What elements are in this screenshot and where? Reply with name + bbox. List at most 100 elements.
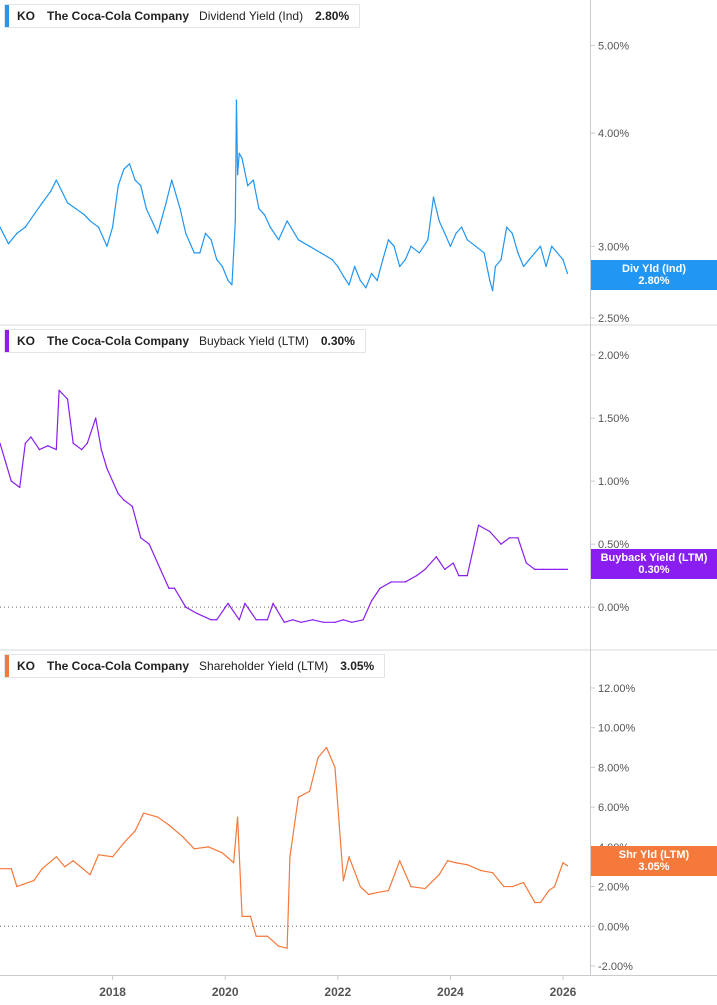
data-point	[286, 220, 288, 222]
series-line-segment	[5, 461, 12, 482]
series-line-segment	[10, 868, 18, 888]
series-line-segment	[182, 836, 195, 850]
data-point	[47, 445, 49, 447]
data-point	[140, 537, 142, 539]
series-line-segment	[477, 524, 491, 533]
series-line-segment	[233, 816, 239, 864]
series-line-segment	[111, 185, 119, 228]
series-line-segment	[286, 856, 291, 949]
data-point	[234, 220, 236, 222]
series-line-segment	[221, 852, 235, 864]
data-point	[416, 575, 418, 577]
series-line-segment	[300, 619, 314, 623]
series-line-segment	[427, 196, 435, 241]
data-point	[157, 816, 159, 818]
series-line-segment	[199, 232, 207, 254]
data-point	[41, 868, 43, 870]
data-point	[255, 935, 257, 937]
series-line-segment	[370, 272, 378, 282]
data-point	[95, 417, 97, 419]
series-line-segment	[235, 99, 239, 176]
data-point	[111, 226, 114, 228]
legend-shareholder-yield: KO The Coca-Cola Company Shareholder Yie…	[4, 654, 386, 678]
data-point	[247, 185, 249, 187]
series-line-segment	[89, 220, 100, 228]
data-point	[534, 252, 536, 254]
data-point	[492, 290, 494, 292]
series-line-segment	[548, 885, 556, 892]
series-line-segment	[334, 766, 345, 882]
series-line-segment	[534, 245, 542, 254]
y-tick-label: 0.00%	[598, 921, 629, 933]
series-line-segment	[556, 252, 564, 261]
series-line-segment	[424, 874, 440, 890]
data-point	[370, 272, 373, 275]
series-line-segment	[193, 846, 209, 850]
series-line-segment	[83, 214, 91, 222]
legend-company: The Coca-Cola Company	[47, 659, 190, 673]
data-point	[241, 915, 243, 917]
series-line-segment	[210, 239, 218, 261]
data-point	[100, 448, 102, 451]
data-point	[10, 480, 12, 482]
x-tick-label: 2020	[212, 985, 239, 999]
series-line-segment	[0, 226, 10, 245]
series-line-segment	[438, 860, 449, 876]
series-line-segment	[461, 226, 468, 241]
series-line-segment	[168, 824, 184, 838]
series-line-segment	[30, 436, 41, 451]
data-point	[551, 245, 553, 247]
series-color-swatch	[5, 5, 9, 27]
data-point	[89, 220, 91, 222]
series-line-segment	[399, 259, 406, 268]
data-point	[297, 796, 299, 798]
series-line-segment	[244, 602, 257, 621]
series-line-segment	[359, 279, 367, 289]
series-group	[0, 389, 569, 623]
series-line-segment	[466, 239, 477, 247]
y-tick-label: 1.50%	[598, 413, 629, 425]
data-point	[24, 226, 26, 228]
data-point	[477, 524, 480, 526]
series-line-segment	[106, 467, 119, 495]
series-line-segment	[134, 812, 145, 832]
data-point	[566, 865, 569, 867]
series-line-segment	[10, 480, 21, 488]
series-line-segment	[480, 870, 494, 874]
series-line-segment	[387, 239, 395, 247]
series-line-segment	[128, 163, 136, 181]
badge-value: 2.80%	[638, 275, 670, 287]
data-point	[300, 621, 302, 623]
series-line-segment	[24, 214, 35, 228]
data-point	[438, 220, 440, 222]
data-point	[399, 860, 401, 862]
data-point	[480, 870, 482, 872]
data-point	[511, 232, 513, 235]
series-line-segment	[278, 220, 288, 241]
data-point	[165, 202, 167, 204]
data-point	[410, 885, 412, 888]
series-color-swatch	[5, 330, 9, 352]
data-point	[151, 220, 153, 222]
data-point	[539, 901, 542, 904]
data-point	[157, 232, 159, 235]
series-line-segment	[525, 562, 536, 570]
data-point	[466, 239, 468, 241]
legend-company: The Coca-Cola Company	[47, 334, 190, 348]
data-point	[548, 889, 550, 892]
current-value-badge-shareholder: Shr Yld (LTM) 3.05%	[591, 846, 717, 876]
data-point	[117, 185, 119, 187]
legend-company: The Coca-Cola Company	[47, 9, 190, 23]
series-line-segment	[351, 619, 364, 623]
series-line-segment	[95, 417, 102, 451]
data-point	[0, 226, 1, 228]
data-point	[83, 214, 86, 216]
data-point	[168, 824, 170, 826]
series-line-segment	[320, 252, 333, 261]
data-point	[362, 619, 364, 621]
data-point	[134, 179, 136, 181]
series-line-segment	[106, 226, 114, 247]
data-point	[131, 505, 133, 507]
data-point	[81, 448, 83, 451]
